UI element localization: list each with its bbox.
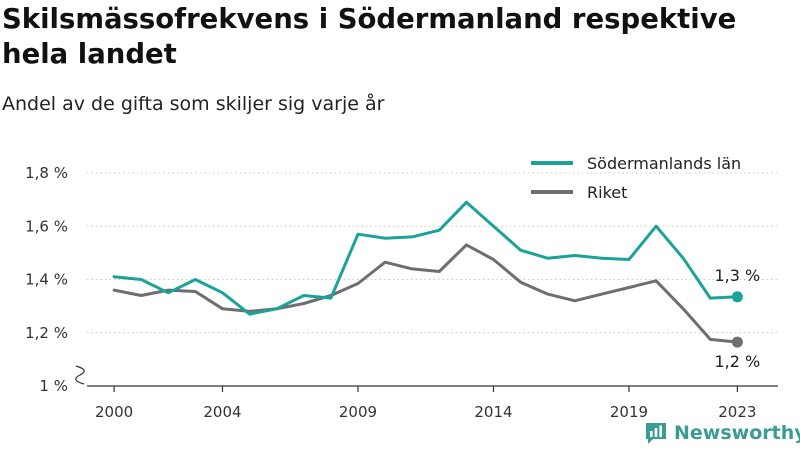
series-line-0	[112, 200, 739, 316]
brand-name: Newsworthy	[674, 422, 800, 444]
legend: Södermanlands län Riket	[531, 154, 741, 202]
gridlines	[87, 172, 778, 387]
x-tick-label: 2004	[203, 403, 241, 421]
series-end-label-0: 1,3 %	[714, 266, 760, 285]
legend-label-0: Södermanlands län	[587, 154, 741, 173]
bar-chart-speech-bubble-icon	[646, 423, 666, 444]
x-tick-label: 2023	[718, 403, 756, 421]
x-tick-label: 2000	[95, 403, 133, 421]
y-tick-label: 1,4 %	[25, 271, 68, 289]
axis-break-icon	[75, 365, 85, 385]
legend-label-1: Riket	[587, 183, 627, 202]
x-axis: 2000 2004 2009 2014 2019 2023	[95, 386, 756, 421]
x-tick-label: 2014	[474, 403, 512, 421]
series-end-point-0	[731, 291, 743, 303]
brand-logo: Newsworthy	[644, 420, 800, 446]
y-axis-ticks: 1 % 1,2 % 1,4 % 1,6 % 1,8 %	[25, 164, 85, 395]
chart-title: Skilsmässofrekvens i Södermanland respek…	[2, 3, 737, 70]
series-end-label-1: 1,2 %	[714, 352, 760, 371]
y-tick-label: 1 %	[39, 377, 68, 395]
series-end-point-1	[731, 336, 743, 348]
series-lines: 1,2 % 1,3 %	[112, 200, 760, 371]
x-tick-label: 2019	[610, 403, 648, 421]
y-tick-label: 1,6 %	[25, 217, 68, 235]
chart-subtitle: Andel av de gifta som skiljer sig varje …	[2, 93, 385, 115]
series-line-1	[112, 243, 739, 344]
x-tick-label: 2009	[339, 403, 377, 421]
y-tick-label: 1,8 %	[25, 164, 68, 182]
y-tick-label: 1,2 %	[25, 324, 68, 342]
